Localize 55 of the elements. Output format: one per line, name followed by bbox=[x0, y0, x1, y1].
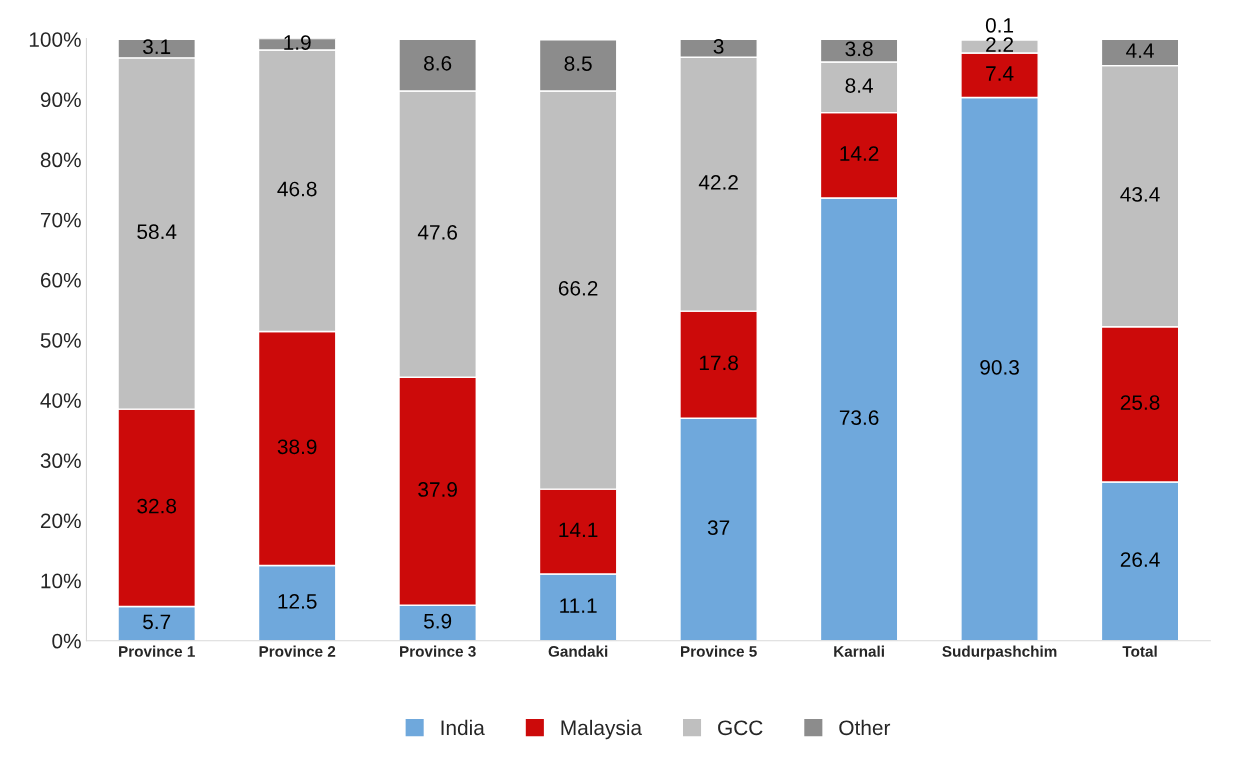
data-label: 3.1 bbox=[143, 39, 171, 55]
y-tick-label: 90% bbox=[40, 92, 81, 108]
data-label: 12.5 bbox=[278, 594, 317, 609]
data-label: 42.2 bbox=[698, 175, 738, 190]
x-tick-label: Province 3 bbox=[400, 645, 476, 657]
legend-label: Malaysia bbox=[561, 719, 643, 740]
data-label: 25.8 bbox=[1120, 395, 1160, 410]
data-label: 5.7 bbox=[143, 614, 171, 630]
x-tick-label: Karnali bbox=[834, 645, 884, 657]
data-label: 8.6 bbox=[424, 55, 452, 71]
legend-label: India bbox=[441, 719, 485, 736]
data-label: 17.8 bbox=[699, 355, 738, 371]
data-label: 26.4 bbox=[1120, 552, 1160, 567]
data-label: 43.4 bbox=[1120, 187, 1160, 202]
data-label: 1.9 bbox=[284, 35, 311, 50]
x-tick-label: Province 5 bbox=[681, 645, 757, 657]
y-tick-label: 100% bbox=[29, 32, 81, 47]
y-tick-label: 0% bbox=[52, 633, 81, 649]
data-label: 90.3 bbox=[980, 360, 1019, 375]
data-label: 37.9 bbox=[418, 482, 457, 497]
y-tick-label: 80% bbox=[40, 152, 81, 168]
x-tick-label: Province 1 bbox=[119, 645, 195, 657]
data-label: 4.4 bbox=[1126, 43, 1154, 58]
data-label: 37 bbox=[707, 520, 730, 536]
data-label: 5.9 bbox=[424, 613, 452, 629]
data-label: 46.8 bbox=[277, 181, 317, 197]
data-label: 73.6 bbox=[839, 410, 879, 425]
y-tick-label: 50% bbox=[40, 332, 81, 348]
data-label: 11.1 bbox=[560, 598, 597, 613]
x-tick-label: Gandaki bbox=[548, 645, 608, 657]
data-label: 2.2 bbox=[986, 37, 1014, 52]
data-label: 3 bbox=[713, 39, 724, 54]
data-label: 3.8 bbox=[845, 41, 873, 57]
y-tick-label: 10% bbox=[41, 573, 81, 589]
data-label: 8.5 bbox=[564, 56, 592, 71]
x-tick-label: Total bbox=[1122, 645, 1157, 657]
data-label: 58.4 bbox=[137, 224, 177, 240]
legend-label: GCC bbox=[718, 720, 763, 736]
y-tick-label: 40% bbox=[40, 393, 81, 408]
data-label: 14.1 bbox=[559, 522, 598, 537]
y-tick-label: 70% bbox=[40, 212, 81, 228]
data-label: 14.2 bbox=[840, 146, 879, 161]
data-label: 47.6 bbox=[417, 224, 458, 240]
x-tick-label: Province 2 bbox=[259, 645, 336, 657]
y-tick-label: 30% bbox=[40, 453, 81, 469]
data-label: 32.8 bbox=[137, 498, 177, 514]
data-label: 7.4 bbox=[986, 66, 1014, 81]
data-label: 66.2 bbox=[558, 280, 598, 296]
x-tick-label: Sudurpashchim bbox=[942, 645, 1057, 660]
data-label: 38.9 bbox=[277, 439, 317, 455]
y-tick-label: 20% bbox=[40, 513, 81, 529]
legend-label: Other bbox=[839, 719, 891, 736]
y-tick-label: 60% bbox=[40, 272, 81, 288]
data-label: 0.1 bbox=[985, 17, 1014, 33]
data-label: 8.4 bbox=[845, 78, 873, 93]
